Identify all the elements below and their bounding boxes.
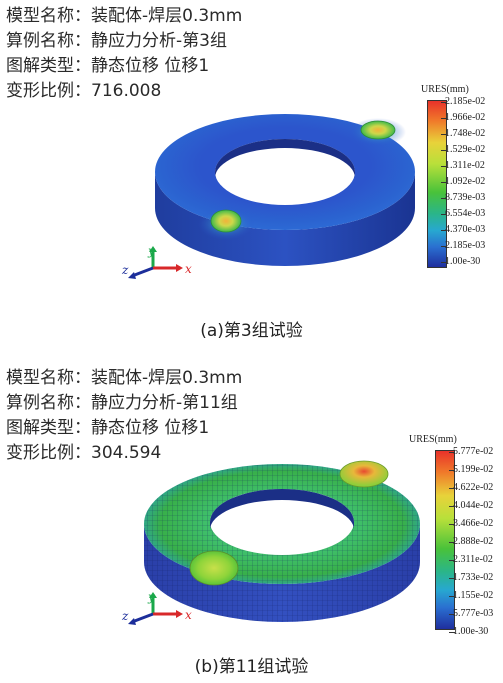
plot-type: 图解类型：静态位移 位移1	[6, 418, 210, 438]
deformation-scale: 变形比例：716.008	[6, 81, 162, 101]
legend-title: URES(mm)	[409, 434, 457, 445]
ring-hole	[215, 139, 355, 205]
legend-tick: 1.529e-02	[440, 144, 486, 155]
x-axis-label: x	[185, 262, 192, 276]
ring-model	[144, 460, 420, 622]
legend-tick: 3.466e-02	[448, 518, 494, 529]
model-name: 模型名称：装配体-焊层0.3mm	[6, 6, 243, 26]
z-axis-arrow	[131, 266, 154, 278]
legend-color-bar	[427, 100, 447, 268]
z-axis-arrowhead	[128, 272, 136, 279]
legend-tick: 1.00e-30	[440, 256, 481, 267]
panel-a: 模型名称：装配体-焊层0.3mm 算例名称：静应力分析-第3组 图解类型：静态位…	[6, 4, 486, 341]
ring-hole	[210, 489, 354, 555]
weld-pad-top-right	[339, 460, 389, 488]
weld-pad-top-right	[360, 120, 396, 140]
legend-tick: 5.777e-02	[448, 446, 494, 457]
legend-tick: 1.966e-02	[440, 112, 486, 123]
legend-tick: 1.155e-02	[448, 590, 494, 601]
legend-tick: 1.00e-30	[448, 626, 489, 637]
legend-tick: 2.185e-02	[440, 96, 486, 107]
z-axis-arrowhead	[128, 618, 136, 625]
deformation-scale: 变形比例：304.594	[6, 443, 162, 463]
ring-model	[155, 114, 415, 266]
legend-tick: 6.554e-03	[440, 208, 486, 219]
plot-type: 图解类型：静态位移 位移1	[6, 56, 210, 76]
legend-tick: 1.748e-02	[440, 128, 486, 139]
study-name: 算例名称：静应力分析-第11组	[6, 393, 238, 413]
caption: (b)第11组试验	[194, 657, 309, 677]
ring-side-wall	[155, 172, 415, 266]
legend-tick: 2.185e-03	[440, 240, 486, 251]
ring-inner-wall	[215, 139, 355, 178]
z-axis-arrow	[131, 612, 154, 624]
y-axis-arrowhead	[149, 246, 157, 252]
x-axis-arrowhead	[176, 610, 183, 618]
study-name: 算例名称：静应力分析-第3组	[6, 31, 227, 51]
legend-tick: 5.199e-02	[448, 464, 494, 475]
info-block: 模型名称：装配体-焊层0.3mm 算例名称：静应力分析-第3组 图解类型：静态位…	[6, 4, 242, 104]
legend-tick: 2.888e-02	[448, 536, 494, 547]
legend-tick: 1.092e-02	[440, 176, 486, 187]
legend-color-bar	[435, 450, 455, 630]
legend-tick: 5.777e-03	[448, 608, 494, 619]
ring-inner-wall	[210, 489, 354, 530]
z-axis-label: z	[122, 263, 129, 277]
y-axis-label: y	[148, 244, 155, 258]
z-axis-label: z	[122, 609, 129, 623]
legend-title: URES(mm)	[421, 84, 469, 95]
legend-tick: 1.311e-02	[441, 160, 485, 171]
y-axis-label: y	[148, 590, 155, 604]
legend-tick: 4.622e-02	[448, 482, 494, 493]
y-axis-arrowhead	[149, 592, 157, 598]
legend-tick: 4.044e-02	[448, 500, 494, 511]
x-axis-label: x	[185, 608, 192, 622]
legend-tick: 8.739e-03	[440, 192, 486, 203]
legend-tick: 1.733e-02	[448, 572, 494, 583]
axis-triad	[128, 592, 183, 625]
legend-tick: 4.370e-03	[440, 224, 486, 235]
info-block: 模型名称：装配体-焊层0.3mm 算例名称：静应力分析-第11组 图解类型：静态…	[6, 366, 242, 466]
weld-pad-front-left	[210, 209, 242, 233]
caption: (a)第3组试验	[200, 321, 303, 341]
panel-b: 模型名称：装配体-焊层0.3mm 算例名称：静应力分析-第11组 图解类型：静态…	[0, 362, 503, 683]
weld-pad-front-left	[189, 550, 239, 586]
side-mesh	[144, 524, 420, 622]
legend-tick: 2.311e-02	[449, 554, 493, 565]
model-name: 模型名称：装配体-焊层0.3mm	[6, 368, 243, 388]
axis-triad	[128, 246, 183, 279]
x-axis-arrowhead	[176, 264, 183, 272]
